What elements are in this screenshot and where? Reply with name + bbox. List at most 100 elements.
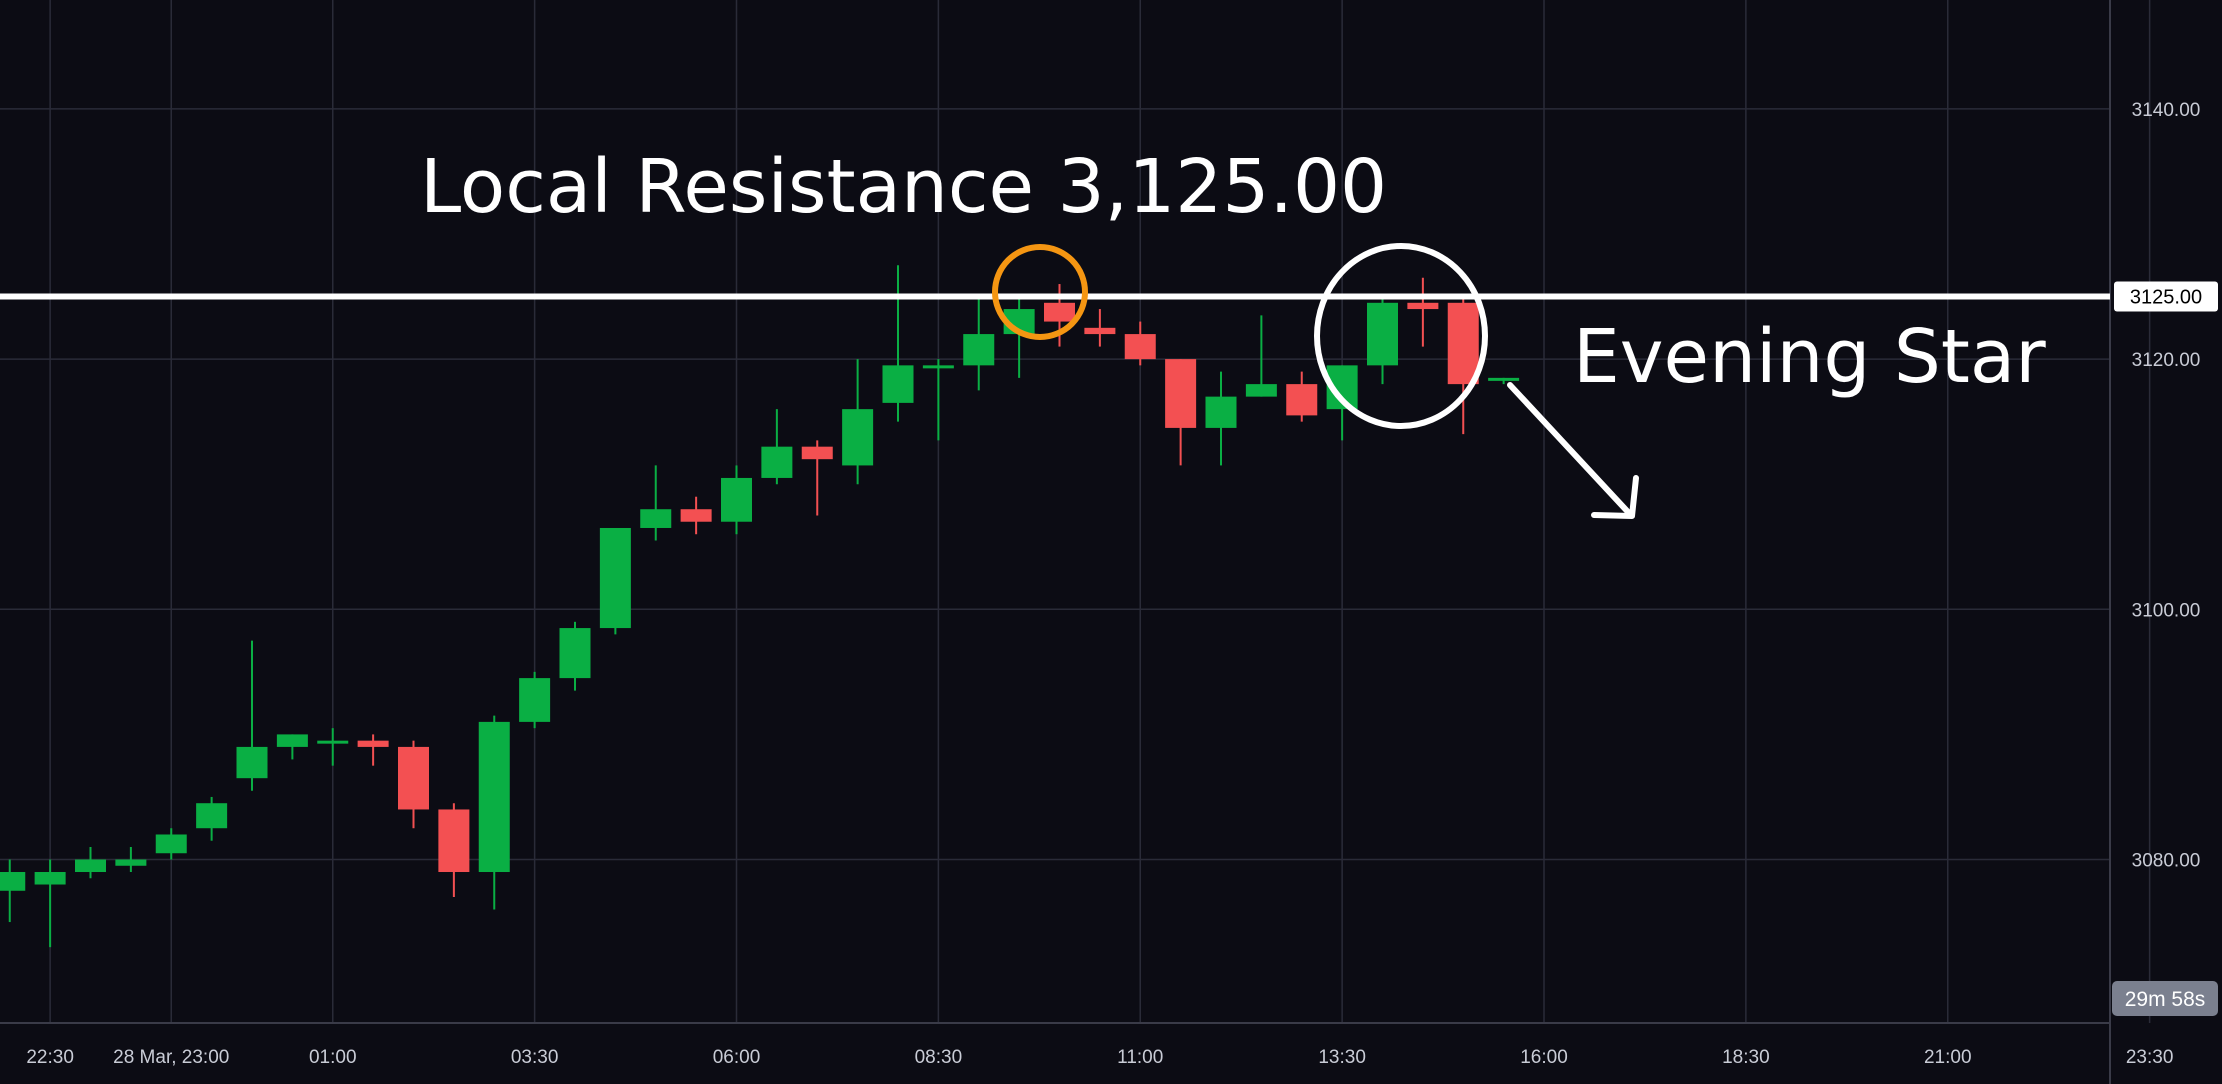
bullish-candle (519, 671, 551, 729)
bullish-candle (963, 296, 995, 391)
bearish-candle (438, 803, 470, 898)
candle-body (75, 859, 106, 873)
candle-body (1407, 302, 1439, 310)
bullish-candle (0, 859, 26, 923)
candle-body (1084, 327, 1116, 335)
evening-star-label: Evening Star (1573, 314, 2046, 400)
candle-body (34, 872, 66, 885)
x-tick-label: 06:00 (713, 1047, 761, 1068)
bullish-candle (236, 640, 268, 791)
bullish-candle (75, 846, 106, 879)
bearish-candle (801, 440, 833, 516)
evening-star-circle (1314, 243, 1488, 429)
candle-body (559, 628, 591, 679)
candle-body (357, 740, 389, 747)
bullish-candle (317, 728, 349, 766)
resistance-touch-circle (992, 244, 1088, 340)
x-tick-label: 11:00 (1117, 1047, 1163, 1068)
candle-body (1488, 377, 1520, 381)
candle-body (801, 446, 833, 460)
candle-body (721, 477, 752, 522)
x-tick-label: 13:30 (1318, 1047, 1366, 1068)
candle-body (882, 365, 914, 403)
candle-body (1367, 302, 1398, 366)
candle-body (1286, 384, 1318, 416)
bearish-candle (398, 740, 429, 829)
bearish-candle (1084, 309, 1116, 347)
y-tick-label: 3080.00 (2132, 851, 2201, 872)
grid-lines (0, 0, 2151, 1023)
bullish-candle (599, 527, 631, 635)
bearish-candle (1407, 277, 1439, 347)
candle-body (1044, 302, 1075, 322)
bearish-candle (357, 734, 389, 766)
candle-body (1245, 384, 1277, 397)
x-tick-label: 22:30 (26, 1047, 74, 1068)
x-tick-label: 21:00 (1924, 1047, 1972, 1068)
bullish-candle (196, 796, 228, 841)
candle-body (478, 721, 510, 873)
candle-body (1165, 359, 1197, 428)
bullish-candle (1245, 315, 1277, 397)
candle-body (922, 365, 954, 369)
x-tick-label: 08:30 (915, 1047, 963, 1068)
bullish-candle (1205, 371, 1237, 466)
bullish-candle (115, 846, 147, 873)
x-tick-label: 28 Mar, 23:00 (113, 1047, 229, 1068)
x-tick-label: 03:30 (511, 1047, 559, 1068)
candle-body (680, 509, 712, 522)
candle-body (640, 509, 672, 528)
bullish-candle (1367, 296, 1398, 385)
candle-body (276, 734, 308, 747)
bearish-candle (1165, 359, 1197, 466)
candle-body (1447, 302, 1479, 385)
bearish-candle (680, 496, 712, 535)
candle-body (0, 872, 26, 891)
candle-body (398, 746, 429, 810)
x-tick-label: 16:00 (1520, 1047, 1568, 1068)
candle-body (438, 809, 470, 873)
bullish-candle (559, 621, 591, 691)
resistance-price-label: 3125.00 (2130, 287, 2202, 309)
x-tick-label: 23:30 (2126, 1047, 2174, 1068)
y-tick-label: 3120.00 (2132, 350, 2201, 371)
resistance-price-tag: 3125.00 (2114, 281, 2218, 312)
bearish-candle (1286, 371, 1318, 422)
bullish-candle (721, 465, 752, 535)
bullish-candle (882, 265, 914, 422)
bullish-candle (155, 828, 187, 860)
candle-body (155, 834, 187, 854)
countdown-label: 29m 58s (2125, 988, 2206, 1011)
candle-body (963, 334, 995, 366)
y-axis-ticks: 3080.00 3100.00 3120.00 3140.00 (2132, 100, 2201, 872)
y-tick-label: 3100.00 (2132, 600, 2201, 621)
bullish-candle (842, 359, 874, 485)
candle-body (842, 409, 874, 466)
downward-arrow (1507, 382, 1639, 519)
candles-group (0, 265, 1520, 948)
bullish-candle (478, 715, 510, 910)
candle-body (519, 678, 551, 722)
candle-body (761, 446, 793, 478)
candle-body (1205, 396, 1237, 428)
x-axis-ticks: 22:30 28 Mar, 23:00 01:00 03:30 06:00 08:30 11… (26, 1047, 2173, 1068)
bearish-candle (1447, 296, 1479, 435)
x-tick-label: 18:30 (1722, 1047, 1770, 1068)
bearish-candle (1124, 321, 1156, 366)
bullish-candle (1488, 377, 1520, 385)
candle-body (1124, 334, 1156, 360)
bullish-candle (761, 409, 793, 485)
candle-body (196, 803, 228, 829)
bullish-candle (922, 359, 954, 441)
candle-body (236, 746, 268, 779)
countdown-badge: 29m 58s (2112, 981, 2218, 1016)
bullish-candle (276, 734, 308, 760)
candle-body (599, 527, 631, 629)
candle-body (115, 859, 147, 866)
bullish-candle (34, 859, 66, 948)
bullish-candle (640, 465, 672, 541)
resistance-annotation: Local Resistance 3,125.00 (420, 144, 1387, 230)
candle-body (317, 740, 349, 744)
x-tick-label: 01:00 (309, 1047, 357, 1068)
